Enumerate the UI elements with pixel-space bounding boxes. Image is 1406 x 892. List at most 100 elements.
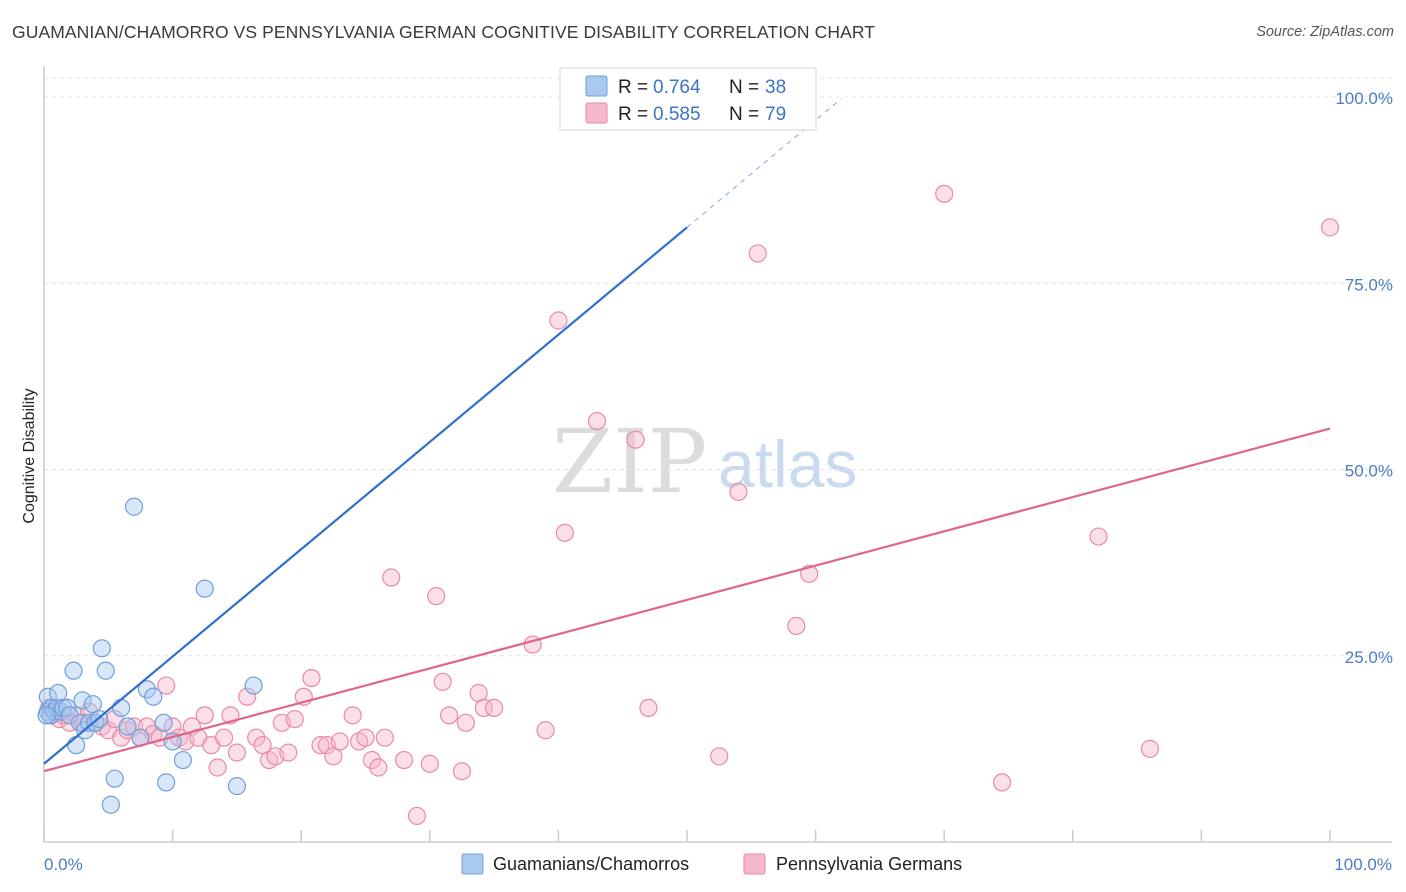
bottom-legend-label-blue: Guamanians/Chamorros bbox=[493, 854, 689, 874]
point-pennsylvania-german bbox=[935, 184, 954, 203]
point-guamanian bbox=[137, 680, 156, 699]
legend-n-label-pink: N = bbox=[729, 104, 759, 125]
point-pennsylvania-german bbox=[1089, 527, 1108, 546]
chart-title: GUAMANIAN/CHAMORRO VS PENNSYLVANIA GERMA… bbox=[12, 22, 876, 42]
y-tick-label: 50.0% bbox=[1345, 462, 1393, 481]
x-axis-ticks bbox=[43, 830, 1331, 842]
point-pennsylvania-german bbox=[474, 698, 493, 718]
point-guamanian bbox=[60, 706, 79, 725]
point-pennsylvania-german bbox=[157, 676, 176, 695]
source-credit: Source: ZipAtlas.com bbox=[1256, 24, 1394, 40]
legend-n-value-pink: 79 bbox=[765, 104, 786, 125]
point-pennsylvania-german bbox=[555, 523, 574, 542]
point-pennsylvania-german bbox=[163, 717, 182, 736]
legend-stats: R = 0.764 N = 38 R = 0.585 N = 79 bbox=[559, 67, 817, 131]
trend-line-guamanians bbox=[43, 226, 688, 765]
point-guamanian bbox=[37, 706, 56, 725]
point-guamanian bbox=[173, 750, 192, 770]
point-pennsylvania-german bbox=[587, 411, 607, 431]
point-pennsylvania-german bbox=[238, 687, 257, 706]
point-pennsylvania-german bbox=[343, 706, 362, 725]
watermark-atlas: atlas bbox=[718, 427, 857, 501]
point-pennsylvania-german bbox=[992, 773, 1012, 792]
point-guamanian bbox=[154, 713, 173, 732]
point-guamanian bbox=[195, 579, 214, 598]
point-guamanian bbox=[227, 777, 246, 796]
bottom-legend-label-pink: Pennsylvania Germans bbox=[776, 854, 962, 874]
legend-series: Guamanians/Chamorros Pennsylvania German… bbox=[461, 853, 962, 875]
point-guamanian bbox=[244, 676, 263, 695]
watermark-zip: ZIP bbox=[552, 410, 707, 513]
point-guamanian bbox=[157, 773, 176, 792]
y-tick-label: 25.0% bbox=[1345, 648, 1393, 667]
point-pennsylvania-german bbox=[302, 668, 321, 688]
point-pennsylvania-german bbox=[227, 743, 246, 762]
point-pennsylvania-german bbox=[394, 750, 414, 770]
point-pennsylvania-german bbox=[452, 762, 472, 781]
point-guamanian bbox=[96, 661, 115, 680]
point-pennsylvania-german bbox=[214, 728, 234, 747]
point-pennsylvania-german bbox=[787, 616, 806, 636]
legend-r-label-blue: R = bbox=[618, 77, 648, 98]
point-pennsylvania-german bbox=[748, 244, 767, 263]
y-tick-labels: 25.0% 50.0% 75.0% 100.0% bbox=[1335, 89, 1393, 667]
point-guamanian bbox=[92, 639, 111, 658]
point-pennsylvania-german bbox=[369, 758, 388, 777]
bottom-legend-swatch-pink bbox=[743, 853, 766, 875]
point-pennsylvania-german bbox=[362, 750, 382, 770]
point-pennsylvania-german bbox=[112, 728, 131, 747]
point-pennsylvania-german bbox=[639, 698, 658, 718]
point-pennsylvania-german bbox=[433, 672, 452, 691]
point-guamanian bbox=[112, 698, 131, 718]
point-pennsylvania-german bbox=[427, 587, 446, 606]
point-pennsylvania-german bbox=[247, 728, 266, 747]
point-guamanian bbox=[101, 795, 120, 814]
point-pennsylvania-german bbox=[710, 747, 729, 766]
point-pennsylvania-german bbox=[285, 709, 304, 729]
point-guamanian bbox=[67, 736, 86, 755]
point-pennsylvania-german bbox=[1320, 218, 1340, 237]
point-pennsylvania-german bbox=[208, 758, 227, 777]
point-pennsylvania-german bbox=[311, 736, 330, 755]
point-guamanian bbox=[73, 691, 92, 710]
point-pennsylvania-german bbox=[407, 806, 427, 826]
y-tick-label: 100.0% bbox=[1335, 89, 1393, 108]
bottom-legend-swatch-blue bbox=[461, 853, 484, 875]
point-pennsylvania-german bbox=[729, 482, 748, 501]
point-pennsylvania-german bbox=[485, 698, 504, 718]
legend-swatch-blue bbox=[585, 75, 608, 97]
legend-swatch-pink bbox=[585, 102, 608, 124]
series-pennsylvania-germans-points bbox=[40, 184, 1340, 826]
point-pennsylvania-german bbox=[536, 721, 555, 740]
trend-lines bbox=[43, 98, 1331, 773]
x-tick-label-max: 100.0% bbox=[1334, 855, 1392, 874]
point-pennsylvania-german bbox=[420, 754, 439, 773]
point-pennsylvania-german bbox=[356, 728, 375, 747]
y-axis-label: Cognitive Disability bbox=[21, 388, 38, 523]
legend-r-label-pink: R = bbox=[618, 104, 648, 125]
gridlines bbox=[44, 77, 1392, 657]
point-pennsylvania-german bbox=[124, 717, 144, 736]
point-pennsylvania-german bbox=[549, 311, 568, 330]
legend-r-value-blue: 0.764 bbox=[653, 77, 701, 98]
point-guamanian bbox=[64, 661, 83, 680]
point-guamanian bbox=[54, 698, 73, 718]
point-pennsylvania-german bbox=[439, 706, 459, 725]
legend-n-label-blue: N = bbox=[729, 77, 759, 98]
x-tick-label-min: 0.0% bbox=[44, 855, 83, 874]
point-guamanian bbox=[58, 698, 77, 718]
point-guamanian bbox=[124, 497, 144, 516]
point-guamanian bbox=[118, 717, 137, 736]
point-pennsylvania-german bbox=[195, 706, 214, 725]
point-guamanian bbox=[105, 769, 124, 788]
legend-r-value-pink: 0.585 bbox=[653, 104, 701, 125]
point-guamanian bbox=[144, 687, 163, 706]
point-pennsylvania-german bbox=[375, 728, 394, 747]
point-guamanian bbox=[79, 713, 99, 732]
trend-line-pennsylvania-germans bbox=[43, 427, 1331, 773]
legend-n-value-blue: 38 bbox=[765, 77, 786, 98]
point-pennsylvania-german bbox=[382, 568, 401, 587]
point-pennsylvania-german bbox=[330, 732, 349, 751]
point-pennsylvania-german bbox=[279, 743, 298, 762]
